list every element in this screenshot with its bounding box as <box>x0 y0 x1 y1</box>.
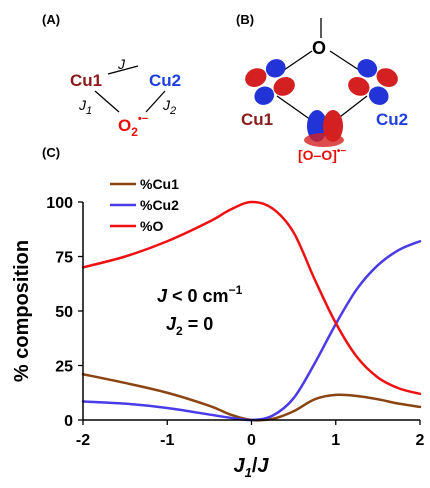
y-tick-label: 100 <box>46 195 73 212</box>
legend-label: %Cu2 <box>140 197 179 213</box>
bond-cu2-peroxo <box>335 95 368 121</box>
scheme-a-j2: J2 <box>162 97 176 117</box>
annotation-j2: J2 = 0 <box>166 314 213 338</box>
series-line-pct-cu1 <box>81 372 422 422</box>
scheme-a-o2: O2•− <box>118 113 148 139</box>
scheme-b-peroxo: [O–O]•− <box>298 146 346 163</box>
panel-label-a: (A) <box>42 12 60 27</box>
bond-o-cu2-b <box>329 50 360 71</box>
y-tick-label: 25 <box>55 359 73 376</box>
y-tick-labels: 0 25 50 75 100 <box>46 195 83 430</box>
panel-label-b: (B) <box>236 12 254 27</box>
panel-label-c: (C) <box>42 145 60 160</box>
annotation-j: J < 0 cm−1 <box>157 283 243 306</box>
x-tick-label: 1 <box>331 432 340 449</box>
bond-cu1-cu2 <box>107 65 139 75</box>
x-axis-title: J1/J <box>233 455 269 480</box>
orbital-cu2 <box>348 59 398 105</box>
scheme-b-cu1: Cu1 <box>241 110 273 129</box>
scheme-a-cu1: Cu1 <box>70 71 102 90</box>
scheme-a-j: J <box>117 56 126 72</box>
x-tick-label: -1 <box>160 432 174 449</box>
legend-label: %Cu1 <box>140 176 179 192</box>
y-tick-label: 50 <box>55 304 73 321</box>
y-tick-label: 0 <box>64 413 73 430</box>
bond-cu2-o2 <box>145 90 166 113</box>
bond-cu1-peroxo <box>276 95 312 121</box>
series-layer <box>81 200 422 422</box>
scheme-b-cu2: Cu2 <box>376 110 408 129</box>
scheme-b-oxygen: O <box>312 38 326 58</box>
orbital-peroxo <box>304 110 344 147</box>
x-tick-label: 2 <box>416 432 425 449</box>
scheme-a-j1: J1 <box>78 97 92 117</box>
series-line-pct-o <box>81 200 422 396</box>
y-axis-title: % composition <box>11 240 33 382</box>
x-tick-label: -2 <box>76 432 90 449</box>
legend-label: %O <box>140 218 163 234</box>
bond-o-cu1-b <box>283 50 313 71</box>
y-tick-label: 75 <box>55 250 73 267</box>
x-tick-labels: -2 -1 0 1 2 <box>76 420 425 449</box>
series-line-pct-cu2 <box>81 239 422 422</box>
bond-cu1-o2 <box>94 90 120 113</box>
orbital-cu1 <box>245 59 295 105</box>
scheme-a-cu2: Cu2 <box>149 71 181 90</box>
legend: %Cu1 %Cu2 %O <box>110 176 179 234</box>
x-tick-label: 0 <box>247 432 256 449</box>
